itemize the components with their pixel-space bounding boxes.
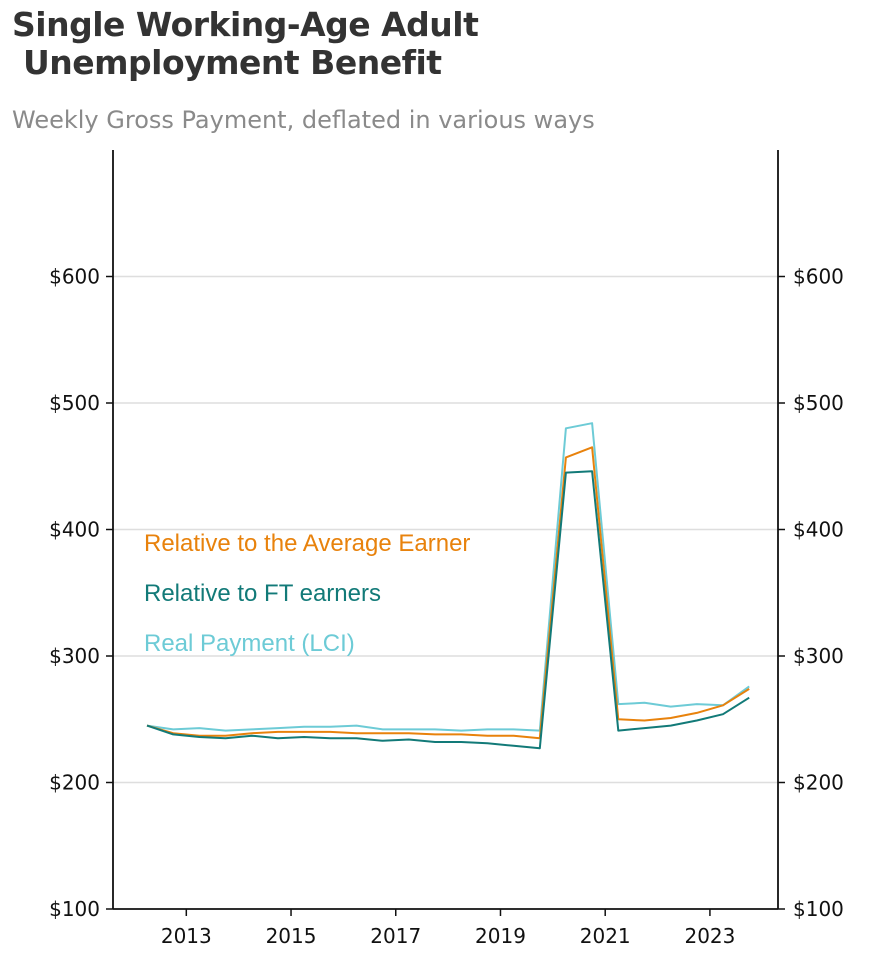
chart-title: Single Working-Age Adult Unemployment Be… bbox=[12, 5, 479, 82]
x-tick-label: 2017 bbox=[370, 924, 421, 948]
axes: $100 $100 $200 $200 $300 $300 $400 $400 $500 $500… bbox=[49, 150, 844, 948]
x-tick-label: 2021 bbox=[580, 924, 631, 948]
series-line bbox=[146, 422, 750, 732]
chart-subtitle: Weekly Gross Payment, deflated in variou… bbox=[12, 106, 595, 134]
y-tick-label-right: $100 bbox=[793, 897, 844, 921]
series-label: Relative to FT earners bbox=[144, 580, 381, 607]
x-tick-label: 2015 bbox=[266, 924, 317, 948]
gridlines bbox=[113, 275, 778, 784]
y-tick-label: $100 bbox=[49, 897, 100, 921]
y-tick-label: $300 bbox=[49, 644, 100, 668]
x-tick-label: 2019 bbox=[475, 924, 526, 948]
y-tick-label: $500 bbox=[49, 391, 100, 415]
series-lines bbox=[146, 422, 750, 750]
x-tick-label: 2023 bbox=[684, 924, 735, 948]
series-line bbox=[146, 470, 750, 750]
series-labels: Relative to the Average Earner Relative t… bbox=[144, 530, 470, 657]
series-line bbox=[146, 446, 750, 740]
y-tick-label-right: $300 bbox=[793, 644, 844, 668]
series-label: Real Payment (LCI) bbox=[144, 630, 355, 657]
y-tick-label: $200 bbox=[49, 771, 100, 795]
y-tick-label: $600 bbox=[49, 265, 100, 289]
series-label: Relative to the Average Earner bbox=[144, 530, 470, 557]
y-tick-label-right: $400 bbox=[793, 518, 844, 542]
x-tick-label: 2013 bbox=[161, 924, 212, 948]
y-tick-label-right: $600 bbox=[793, 265, 844, 289]
y-tick-label-right: $200 bbox=[793, 771, 844, 795]
y-tick-label-right: $500 bbox=[793, 391, 844, 415]
y-tick-label: $400 bbox=[49, 518, 100, 542]
